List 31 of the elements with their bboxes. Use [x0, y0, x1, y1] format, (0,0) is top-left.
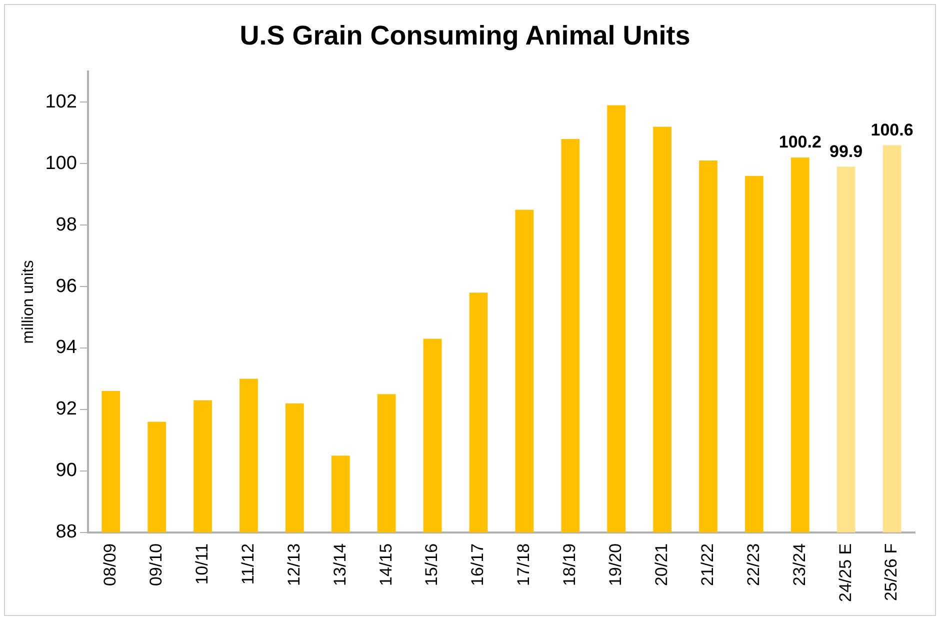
x-tick-label: 16/17	[468, 543, 488, 586]
x-tick-label: 22/23	[744, 543, 763, 586]
x-tick-label: 20/21	[652, 543, 671, 586]
y-tick-label: 96	[56, 276, 77, 297]
x-tick-label: 11/12	[238, 543, 258, 585]
data-label: 99.9	[830, 142, 863, 161]
x-tick-label: 15/16	[422, 543, 442, 586]
y-axis-title: million units	[20, 260, 38, 344]
x-tick-label: 17/18	[514, 543, 534, 586]
y-tick-label: 94	[56, 337, 78, 358]
x-tick-label: 25/26 F	[882, 543, 901, 602]
x-tick-label: 14/15	[376, 543, 396, 586]
x-tick-label: 19/20	[606, 543, 626, 586]
x-tick-label: 23/24	[790, 543, 809, 586]
x-tick-label: 21/22	[698, 543, 717, 586]
x-tick-label: 12/13	[284, 543, 304, 586]
x-tick-label: 18/19	[560, 543, 580, 586]
x-tick-label: 08/09	[100, 543, 120, 586]
x-tick-label: 24/25 E	[836, 543, 855, 602]
y-tick-label: 102	[45, 91, 77, 112]
y-tick-label: 90	[56, 460, 77, 482]
y-tick-label: 100	[45, 152, 77, 174]
x-tick-label: 13/14	[330, 543, 350, 586]
data-label: 100.2	[778, 132, 822, 152]
data-label: 100.6	[870, 120, 914, 140]
y-tick-label: 88	[56, 522, 77, 543]
y-tick-label: 92	[56, 398, 77, 420]
x-tick-label: 10/11	[192, 543, 212, 585]
y-tick-label: 98	[56, 214, 77, 236]
x-tick-label: 09/10	[146, 543, 166, 586]
chart-title: U.S Grain Consuming Animal Units	[240, 20, 690, 51]
